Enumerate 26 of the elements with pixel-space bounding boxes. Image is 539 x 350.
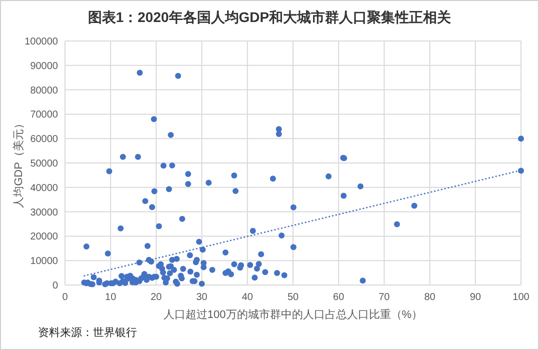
y-tick-label: 30000 (30, 207, 58, 218)
y-tick-label: 10000 (30, 256, 58, 268)
y-tick-label: 60000 (30, 134, 58, 146)
x-tick-label: 30 (196, 292, 208, 303)
y-tick-label: 50000 (30, 158, 58, 170)
x-tick-label: 70 (378, 292, 390, 303)
x-tick-label: 60 (333, 292, 345, 303)
y-tick-label: 0 (52, 280, 58, 292)
x-tick-label: 10 (105, 292, 117, 303)
x-tick-label: 50 (287, 292, 299, 303)
y-tick-label: 100000 (24, 36, 58, 48)
x-tick-label: 40 (242, 292, 254, 303)
y-tick-label: 90000 (30, 60, 58, 72)
x-tick-label: 0 (62, 292, 68, 303)
x-tick-label: 20 (150, 292, 162, 303)
y-axis-title: 人均GDP（美元） (12, 118, 25, 208)
text: 资料来源：世界银行 (38, 326, 137, 339)
x-tick-label: 90 (470, 292, 482, 303)
y-tick-label: 80000 (30, 85, 58, 96)
x-tick-label: 80 (424, 292, 436, 303)
x-tick-label: 100 (512, 292, 530, 303)
chart-title: 图表1：2020年各国人均GDP和大城市群人口聚集性正相关 (88, 9, 452, 25)
y-tick-label: 20000 (30, 232, 58, 243)
y-tick-label: 40000 (30, 182, 58, 194)
x-axis-title: 人口超过100万的城市群中的人口占总人口比重（%） (163, 308, 423, 321)
y-tick-label: 70000 (30, 110, 58, 121)
